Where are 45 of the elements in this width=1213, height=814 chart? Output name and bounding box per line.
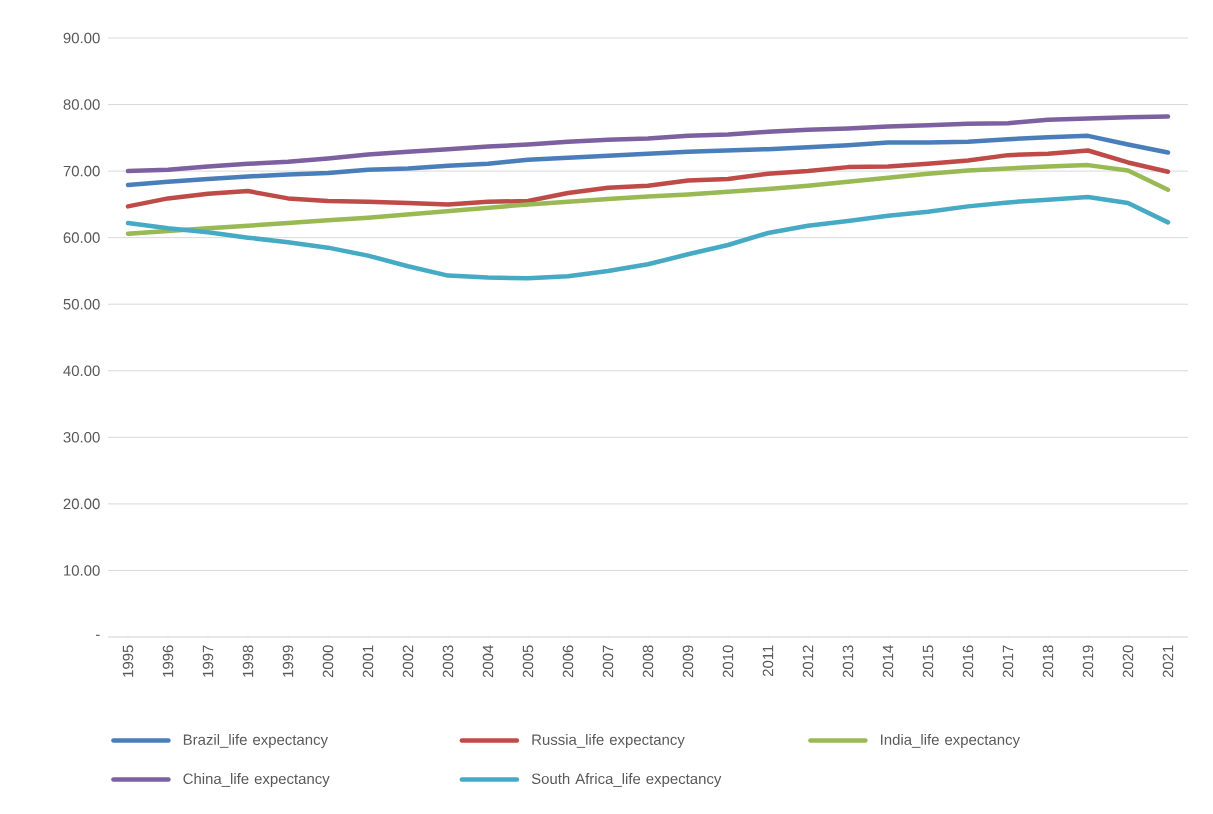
x-tick-label: 2005 [522, 645, 534, 678]
x-tick-label: 2013 [842, 645, 854, 678]
legend-label: Brazil_life expectancy [183, 734, 328, 748]
y-tick-label: 50.00 [63, 298, 100, 310]
y-tick-label: 40.00 [63, 365, 100, 377]
x-tick-label: 2015 [922, 645, 934, 678]
x-tick-label: 2000 [322, 645, 334, 678]
x-tick-label: 1998 [242, 645, 254, 677]
y-tick-label: 70.00 [63, 165, 100, 177]
x-tick-label: 2007 [602, 645, 614, 678]
line-series [125, 148, 1171, 209]
x-tick-label: 1995 [122, 645, 134, 677]
legend-label: Russia_life expectancy [532, 734, 685, 748]
x-tick-label: 2002 [402, 645, 414, 678]
x-tick-label: 2001 [362, 645, 374, 678]
x-tick-label: 2021 [1162, 645, 1174, 678]
y-tick-label: 80.00 [63, 99, 100, 110]
y-tick-label: 20.00 [63, 498, 100, 510]
x-tick-label: 2010 [722, 645, 734, 678]
y-tick-label: - [96, 634, 100, 636]
x-tick-label: 2008 [642, 645, 654, 678]
y-tick-label: 30.00 [63, 432, 100, 443]
x-tick-label: 2009 [682, 645, 694, 678]
x-tick-label: 2012 [802, 645, 814, 678]
y-tick-label: 60.00 [63, 232, 100, 243]
legend-label: South Africa_life expectancy [531, 773, 722, 788]
x-tick-label: 1997 [202, 645, 214, 677]
x-tick-label: 2017 [1002, 645, 1014, 678]
x-tick-label: 2004 [482, 645, 494, 678]
x-tick-label: 2020 [1122, 645, 1134, 678]
x-tick-label: 2019 [1082, 645, 1094, 678]
x-tick-label: 2011 [762, 645, 774, 677]
x-tick-label: 2018 [1042, 645, 1054, 678]
y-tick-label: 10.00 [64, 565, 100, 576]
legend-label: China_life expectancy [183, 773, 330, 788]
x-tick-label: 2003 [442, 645, 454, 678]
x-tick-label: 2006 [562, 645, 574, 678]
line-series [125, 114, 1171, 174]
y-tick-label: 90.00 [63, 32, 100, 44]
line-series [125, 194, 1171, 281]
x-tick-label: 1996 [162, 645, 174, 677]
x-tick-label: 2016 [962, 645, 974, 678]
x-tick-label: 2014 [882, 645, 894, 678]
x-tick-label: 1999 [282, 645, 294, 677]
legend-label: India_life expectancy [881, 734, 1020, 748]
